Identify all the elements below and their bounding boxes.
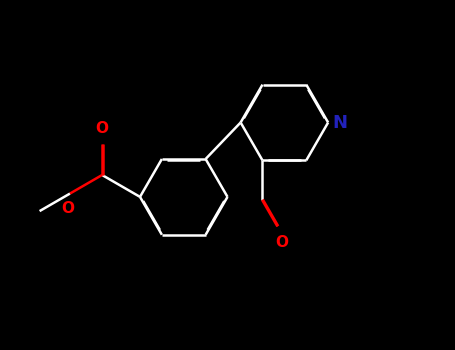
Text: O: O	[96, 121, 109, 136]
Text: N: N	[333, 113, 348, 132]
Text: O: O	[276, 235, 288, 250]
Text: O: O	[61, 202, 74, 216]
